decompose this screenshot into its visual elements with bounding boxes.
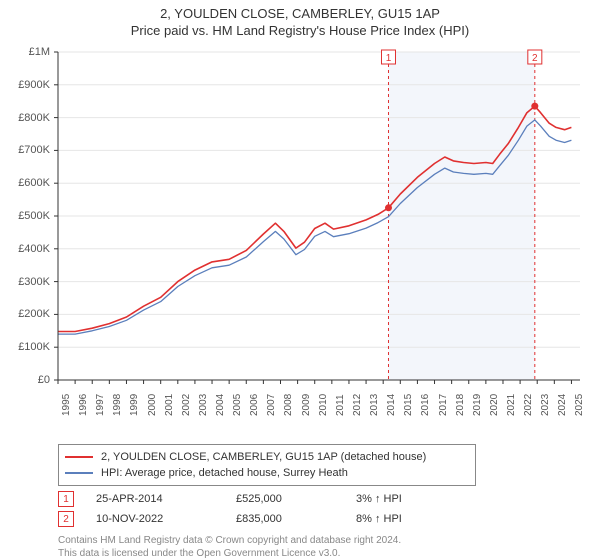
legend-swatch [65,472,93,474]
x-tick-label: 1996 [78,394,89,416]
x-tick-label: 2002 [181,394,192,416]
x-tick-label: 2009 [301,394,312,416]
sale-delta: 3% ↑ HPI [356,493,476,505]
x-tick-label: 2001 [164,394,175,416]
legend-swatch [65,456,93,458]
legend: 2, YOULDEN CLOSE, CAMBERLEY, GU15 1AP (d… [58,444,476,486]
title-block: 2, YOULDEN CLOSE, CAMBERLEY, GU15 1AP Pr… [0,0,600,38]
x-tick-label: 2017 [438,394,449,416]
sale-price: £525,000 [236,493,356,505]
legend-item: HPI: Average price, detached house, Surr… [65,465,469,481]
sale-marker-icon: 1 [58,491,74,507]
x-tick-label: 2025 [574,394,585,416]
chart: 12 £0£100K£200K£300K£400K£500K£600K£700K… [0,42,600,440]
footnote-line-2: This data is licensed under the Open Gov… [58,548,401,560]
page: 2, YOULDEN CLOSE, CAMBERLEY, GU15 1AP Pr… [0,0,600,560]
title-line-1: 2, YOULDEN CLOSE, CAMBERLEY, GU15 1AP [0,6,600,21]
x-tick-label: 2019 [472,394,483,416]
x-tick-label: 2004 [215,394,226,416]
y-tick-label: £700K [0,144,50,156]
x-tick-label: 2006 [249,394,260,416]
y-tick-label: £500K [0,210,50,222]
x-tick-label: 2021 [506,394,517,416]
x-tick-label: 1995 [61,394,72,416]
sale-price: £835,000 [236,513,356,525]
chart-svg: 12 [0,42,600,440]
x-tick-label: 1999 [129,394,140,416]
y-tick-label: £800K [0,112,50,124]
x-tick-label: 2005 [232,394,243,416]
sale-marker-num: 2 [532,53,538,64]
footnote: Contains HM Land Registry data © Crown c… [58,535,401,560]
x-tick-label: 2007 [266,394,277,416]
x-tick-label: 2018 [455,394,466,416]
sale-row: 2 10-NOV-2022£835,0008% ↑ HPI [58,510,476,528]
y-tick-label: £400K [0,243,50,255]
sale-row: 1 25-APR-2014£525,0003% ↑ HPI [58,490,476,508]
y-tick-label: £1M [0,46,50,58]
y-tick-label: £200K [0,308,50,320]
x-tick-label: 2011 [335,394,346,416]
x-tick-label: 2010 [318,394,329,416]
x-tick-label: 1998 [112,394,123,416]
legend-item: 2, YOULDEN CLOSE, CAMBERLEY, GU15 1AP (d… [65,449,469,465]
x-tick-label: 1997 [95,394,106,416]
title-line-2: Price paid vs. HM Land Registry's House … [0,23,600,38]
x-tick-label: 2003 [198,394,209,416]
x-tick-label: 2022 [523,394,534,416]
sale-marker-icon: 2 [58,511,74,527]
y-tick-label: £300K [0,276,50,288]
footnote-line-1: Contains HM Land Registry data © Crown c… [58,535,401,548]
sale-date: 10-NOV-2022 [96,513,236,525]
x-tick-label: 2008 [283,394,294,416]
x-tick-label: 2012 [352,394,363,416]
x-tick-label: 2023 [540,394,551,416]
x-tick-label: 2015 [403,394,414,416]
y-tick-label: £0 [0,374,50,386]
x-tick-label: 2013 [369,394,380,416]
y-tick-label: £900K [0,79,50,91]
x-tick-label: 2000 [147,394,158,416]
sale-marker-num: 1 [386,53,392,64]
x-tick-label: 2016 [420,394,431,416]
x-tick-label: 2024 [557,394,568,416]
y-tick-label: £100K [0,341,50,353]
y-tick-label: £600K [0,177,50,189]
sale-delta: 8% ↑ HPI [356,513,476,525]
x-tick-label: 2020 [489,394,500,416]
legend-label: HPI: Average price, detached house, Surr… [101,467,348,479]
legend-label: 2, YOULDEN CLOSE, CAMBERLEY, GU15 1AP (d… [101,451,426,463]
sale-date: 25-APR-2014 [96,493,236,505]
x-tick-label: 2014 [386,394,397,416]
